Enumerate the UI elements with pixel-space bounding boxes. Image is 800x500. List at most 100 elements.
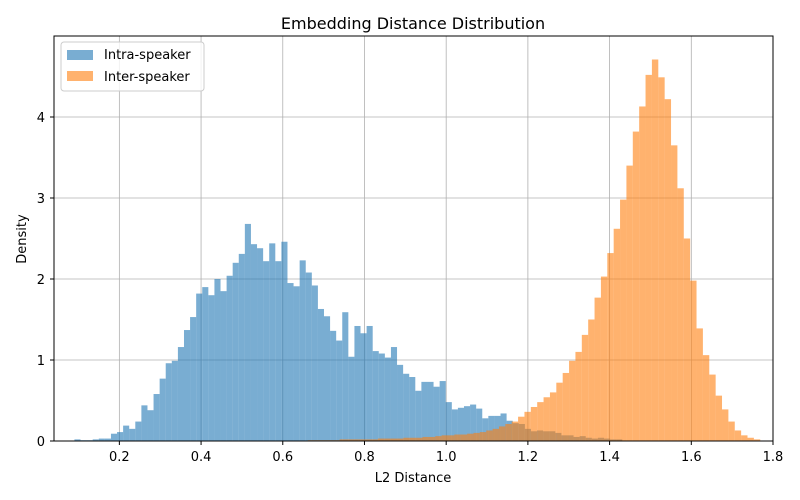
bar-1-53: [632, 131, 640, 441]
bar-0-51: [384, 357, 391, 441]
bar-1-62: [690, 280, 697, 441]
bar-0-21: [202, 287, 209, 441]
x-tick-label-1: 0.4: [191, 450, 212, 465]
bar-0-46: [354, 325, 361, 441]
y-tick-label-2: 2: [37, 273, 45, 288]
bar-1-17: [403, 437, 410, 441]
bar-0-39: [311, 285, 318, 441]
bar-1-54: [639, 106, 646, 441]
bar-0-58: [427, 381, 434, 441]
bar-1-69: [734, 430, 742, 441]
bar-0-41: [323, 316, 331, 441]
bar-1-43: [569, 360, 576, 441]
bar-0-54: [403, 373, 410, 441]
bar-0-65: [470, 404, 477, 441]
bar-0-50: [378, 353, 385, 441]
bar-0-19: [190, 317, 197, 441]
bar-0-47: [360, 333, 367, 441]
bar-0-36: [293, 286, 300, 441]
bar-0-62: [451, 409, 458, 441]
bar-1-26: [460, 434, 468, 441]
legend-label-intra: Intra-speaker: [104, 48, 191, 63]
x-tick-label-8: 1.8: [763, 450, 784, 465]
bar-1-13: [377, 438, 385, 441]
bar-1-7: [339, 439, 347, 441]
bar-0-34: [281, 241, 288, 441]
y-axis-ticks: 0 1 2 3 4: [37, 111, 54, 450]
bar-1-32: [498, 426, 506, 441]
bar-0-0: [74, 439, 81, 441]
bar-0-28: [244, 223, 251, 441]
bar-1-66: [715, 395, 723, 441]
x-tick-label-2: 0.6: [272, 450, 293, 465]
bar-0-55: [409, 377, 416, 441]
bar-0-11: [141, 405, 148, 441]
bar-1-33: [505, 423, 512, 441]
bar-1-25: [454, 434, 461, 441]
legend: Intra-speaker Inter-speaker: [60, 41, 205, 92]
bar-0-69: [494, 415, 501, 441]
bar-1-65: [709, 374, 716, 441]
bar-0-22: [208, 295, 215, 441]
bar-1-28: [473, 432, 480, 441]
bar-0-68: [488, 415, 495, 441]
bar-1-64: [702, 355, 710, 441]
series-1: [295, 59, 761, 442]
bar-1-58: [664, 99, 672, 442]
bar-1-35: [518, 416, 525, 441]
series-0: [74, 223, 623, 441]
x-tick-label-7: 1.6: [681, 450, 702, 465]
bar-1-55: [645, 74, 652, 441]
bar-1-40: [549, 392, 557, 441]
bar-0-27: [238, 253, 245, 441]
bar-1-23: [441, 435, 448, 441]
y-tick-label-1: 1: [37, 354, 45, 369]
bar-0-14: [159, 378, 166, 441]
bar-0-66: [476, 408, 483, 441]
bar-0-67: [482, 418, 489, 441]
x-tick-label-6: 1.4: [599, 450, 620, 465]
plot-frame: [53, 35, 774, 442]
bar-1-12: [371, 439, 378, 441]
bar-1-19: [416, 437, 423, 441]
x-tick-label-0: 0.2: [109, 450, 130, 465]
bar-1-57: [658, 77, 665, 441]
bar-1-29: [479, 432, 487, 441]
bar-1-10: [358, 439, 366, 441]
bar-1-45: [581, 334, 589, 441]
y-tick-label-3: 3: [37, 192, 45, 207]
bar-1-14: [384, 438, 391, 441]
bar-1-50: [613, 228, 621, 441]
bar-1-60: [677, 188, 684, 441]
y-tick-label-0: 0: [37, 435, 45, 450]
bar-0-26: [232, 262, 239, 441]
bar-1-8: [346, 439, 353, 441]
bar-1-18: [409, 437, 417, 441]
bar-0-24: [220, 291, 227, 441]
bar-0-12: [147, 410, 154, 441]
bar-0-38: [305, 272, 312, 441]
bar-1-27: [467, 433, 474, 441]
y-tick-label-4: 4: [37, 111, 45, 126]
bar-0-32: [269, 243, 276, 441]
bar-0-53: [397, 364, 404, 441]
bar-0-4: [98, 438, 105, 441]
x-tick-label-5: 1.2: [518, 450, 539, 465]
bar-1-67: [722, 409, 729, 441]
bar-0-37: [299, 260, 306, 441]
bar-0-13: [153, 394, 160, 441]
bar-0-18: [183, 330, 191, 441]
bar-1-42: [562, 372, 570, 441]
bar-0-59: [433, 386, 440, 441]
bar-1-11: [365, 439, 372, 441]
bar-1-15: [390, 438, 397, 441]
bar-0-15: [165, 363, 172, 441]
bar-1-24: [447, 435, 455, 441]
bar-0-23: [214, 279, 221, 441]
bar-1-20: [422, 436, 429, 441]
bar-1-47: [594, 297, 601, 441]
legend-label-inter: Inter-speaker: [104, 70, 190, 85]
x-axis-ticks: 0.2 0.4 0.6 0.8 1.0 1.2 1.4 1.6 1.8: [109, 441, 783, 465]
bar-0-25: [226, 275, 233, 441]
